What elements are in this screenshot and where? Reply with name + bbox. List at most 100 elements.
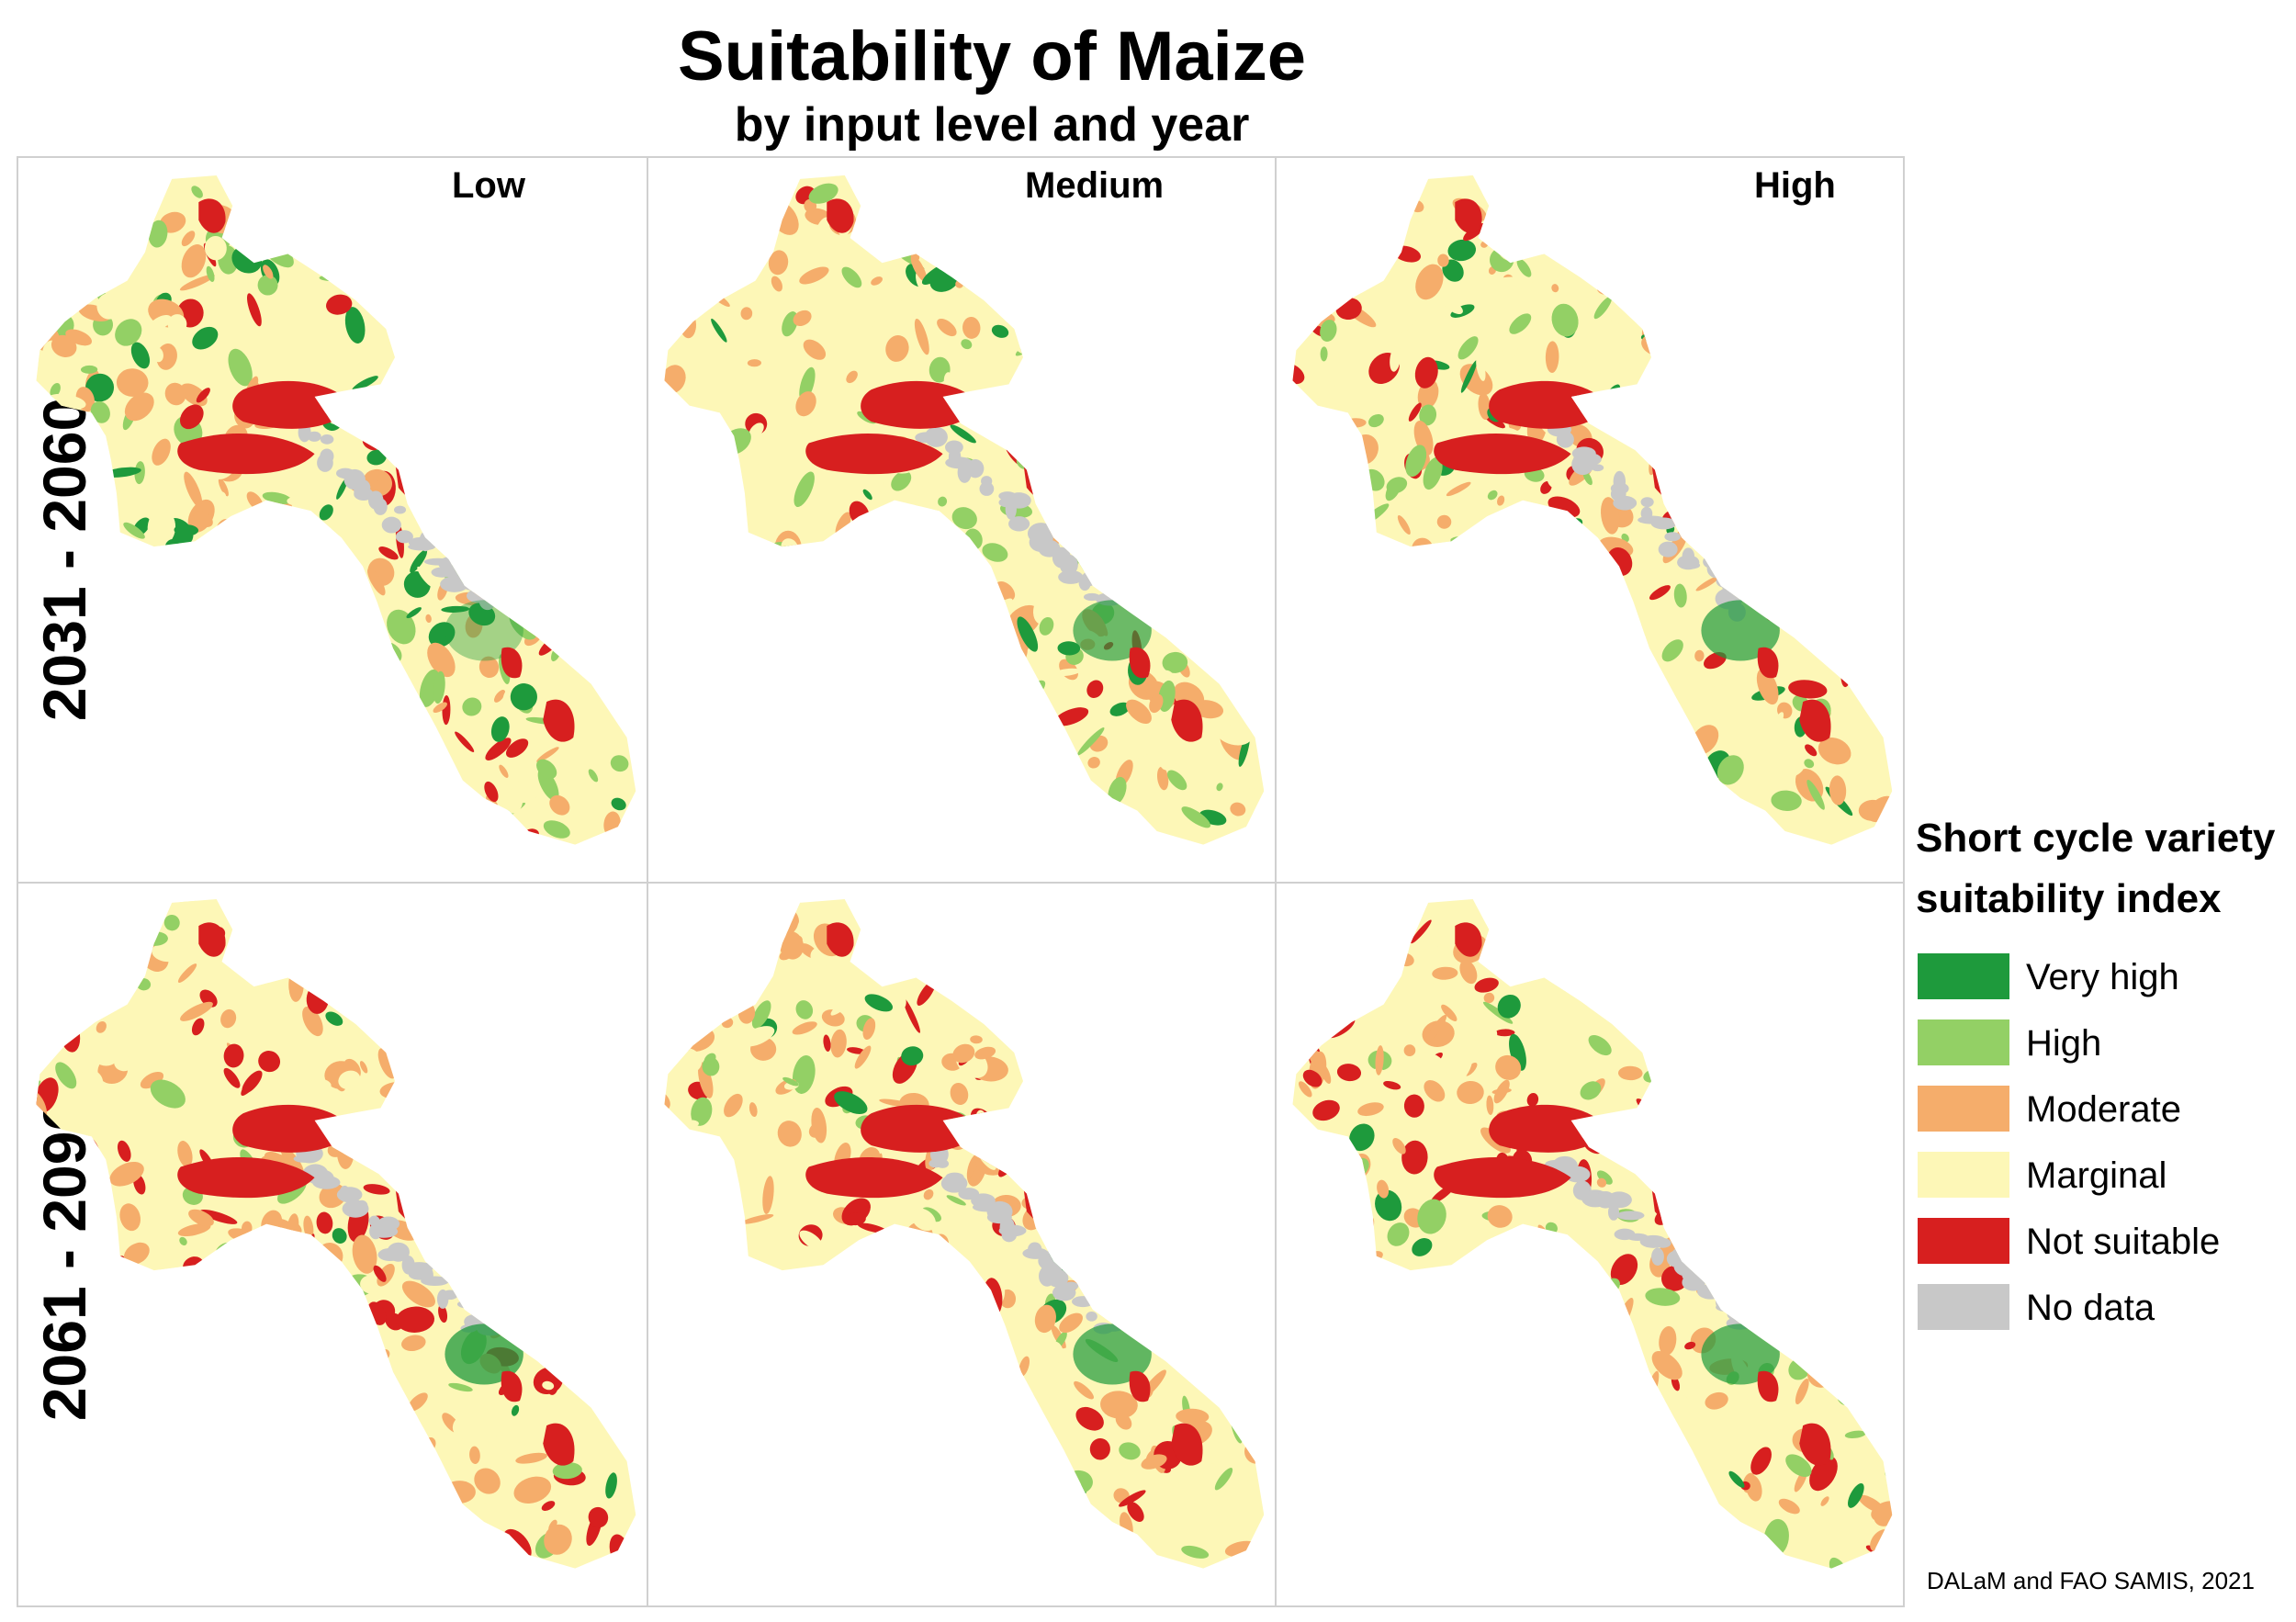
suitability-patch bbox=[1465, 1370, 1485, 1402]
suitability-patch bbox=[1412, 1238, 1433, 1256]
suitability-patch bbox=[1606, 645, 1636, 672]
suitability-patch bbox=[477, 538, 501, 555]
no-data-patch bbox=[1716, 1302, 1740, 1312]
suitability-patch bbox=[1880, 1003, 1889, 1011]
suitability-patch bbox=[1525, 683, 1541, 716]
suitability-patch bbox=[433, 670, 445, 704]
suitability-patch bbox=[516, 1078, 531, 1093]
suitability-patch bbox=[840, 796, 875, 823]
suitability-patch bbox=[1684, 178, 1712, 193]
suitability-patch bbox=[1744, 965, 1767, 981]
suitability-patch bbox=[1655, 1531, 1682, 1541]
suitability-patch bbox=[1588, 1571, 1614, 1604]
suitability-patch bbox=[1718, 431, 1743, 457]
suitability-patch bbox=[157, 1364, 179, 1380]
suitability-patch bbox=[909, 725, 927, 742]
suitability-patch bbox=[682, 652, 703, 671]
suitability-patch bbox=[310, 1078, 332, 1091]
suitability-patch bbox=[1878, 1437, 1893, 1454]
suitability-patch bbox=[1175, 196, 1184, 206]
suitability-patch bbox=[1828, 175, 1848, 186]
suitability-patch bbox=[1861, 542, 1871, 553]
suitability-patch bbox=[1636, 1098, 1660, 1121]
suitability-patch bbox=[1782, 1043, 1813, 1075]
suitability-patch bbox=[1555, 1292, 1578, 1313]
suitability-patch bbox=[1538, 1426, 1550, 1439]
suitability-patch bbox=[1198, 175, 1220, 187]
suitability-patch bbox=[626, 648, 636, 668]
suitability-patch bbox=[36, 688, 41, 706]
suitability-patch bbox=[1303, 810, 1341, 838]
suitability-patch bbox=[1795, 1379, 1809, 1405]
suitability-patch bbox=[1633, 1190, 1648, 1200]
no-data-patch bbox=[1640, 506, 1653, 521]
suitability-patch bbox=[457, 467, 486, 492]
suitability-patch bbox=[1699, 175, 1730, 197]
suitability-patch bbox=[878, 1324, 888, 1341]
not-suitable-area bbox=[1455, 922, 1482, 957]
suitability-patch bbox=[1186, 351, 1204, 366]
suitability-patch bbox=[947, 1463, 973, 1492]
suitability-patch bbox=[1195, 1037, 1229, 1057]
suitability-patch bbox=[1385, 1523, 1403, 1540]
no-data-patch bbox=[1564, 1166, 1591, 1183]
suitability-patch bbox=[900, 1254, 933, 1266]
suitability-patch bbox=[396, 1306, 435, 1333]
suitability-patch bbox=[492, 1195, 522, 1225]
suitability-patch bbox=[174, 1520, 196, 1545]
suitability-patch bbox=[54, 1360, 77, 1400]
suitability-patch bbox=[1002, 404, 1022, 427]
suitability-patch bbox=[625, 963, 636, 984]
suitability-patch bbox=[1213, 522, 1234, 543]
suitability-patch bbox=[287, 524, 313, 546]
suitability-patch bbox=[549, 550, 575, 574]
suitability-patch bbox=[36, 993, 42, 1024]
suitability-patch bbox=[891, 636, 916, 660]
suitability-patch bbox=[1528, 899, 1548, 920]
suitability-patch bbox=[1131, 749, 1143, 759]
suitability-patch bbox=[204, 737, 227, 758]
suitability-patch bbox=[1292, 1332, 1298, 1356]
suitability-patch bbox=[20, 310, 36, 336]
suitability-patch bbox=[1518, 1560, 1541, 1569]
suitability-patch bbox=[1086, 999, 1106, 1010]
suitability-patch bbox=[607, 1346, 624, 1361]
suitability-patch bbox=[167, 1550, 189, 1569]
no-data-patch bbox=[1654, 1238, 1671, 1248]
suitability-patch bbox=[1386, 477, 1408, 494]
suitability-patch bbox=[1487, 687, 1511, 698]
suitability-patch bbox=[891, 558, 901, 580]
suitability-patch bbox=[593, 917, 617, 938]
suitability-patch bbox=[1403, 1094, 1424, 1118]
suitability-patch bbox=[364, 411, 388, 434]
suitability-patch bbox=[1426, 610, 1439, 617]
suitability-patch bbox=[679, 478, 708, 503]
marginal-area bbox=[36, 899, 636, 1569]
suitability-patch bbox=[1373, 761, 1390, 776]
suitability-patch bbox=[634, 377, 645, 399]
suitability-patch bbox=[420, 185, 437, 210]
suitability-patch bbox=[1716, 175, 1730, 187]
suitability-patch bbox=[1036, 1532, 1055, 1557]
suitability-patch bbox=[1016, 1482, 1035, 1514]
suitability-patch bbox=[1489, 801, 1509, 825]
suitability-patch bbox=[1750, 1544, 1765, 1559]
suitability-patch bbox=[128, 1496, 160, 1528]
suitability-patch bbox=[771, 1361, 802, 1374]
suitability-patch bbox=[680, 175, 715, 182]
suitability-patch bbox=[541, 300, 561, 310]
suitability-patch bbox=[1392, 850, 1420, 872]
suitability-patch bbox=[433, 702, 447, 714]
suitability-patch bbox=[1690, 377, 1705, 399]
suitability-patch bbox=[233, 1575, 257, 1585]
suitability-patch bbox=[1209, 797, 1233, 816]
suitability-patch bbox=[1330, 1537, 1363, 1558]
suitability-patch bbox=[975, 766, 986, 799]
suitability-patch bbox=[1788, 680, 1828, 699]
suitability-patch bbox=[1164, 1172, 1185, 1187]
suitability-patch bbox=[726, 752, 735, 770]
suitability-patch bbox=[183, 1386, 201, 1400]
suitability-patch bbox=[1207, 552, 1227, 562]
suitability-patch bbox=[1689, 324, 1717, 361]
suitability-patch bbox=[1255, 1109, 1265, 1132]
